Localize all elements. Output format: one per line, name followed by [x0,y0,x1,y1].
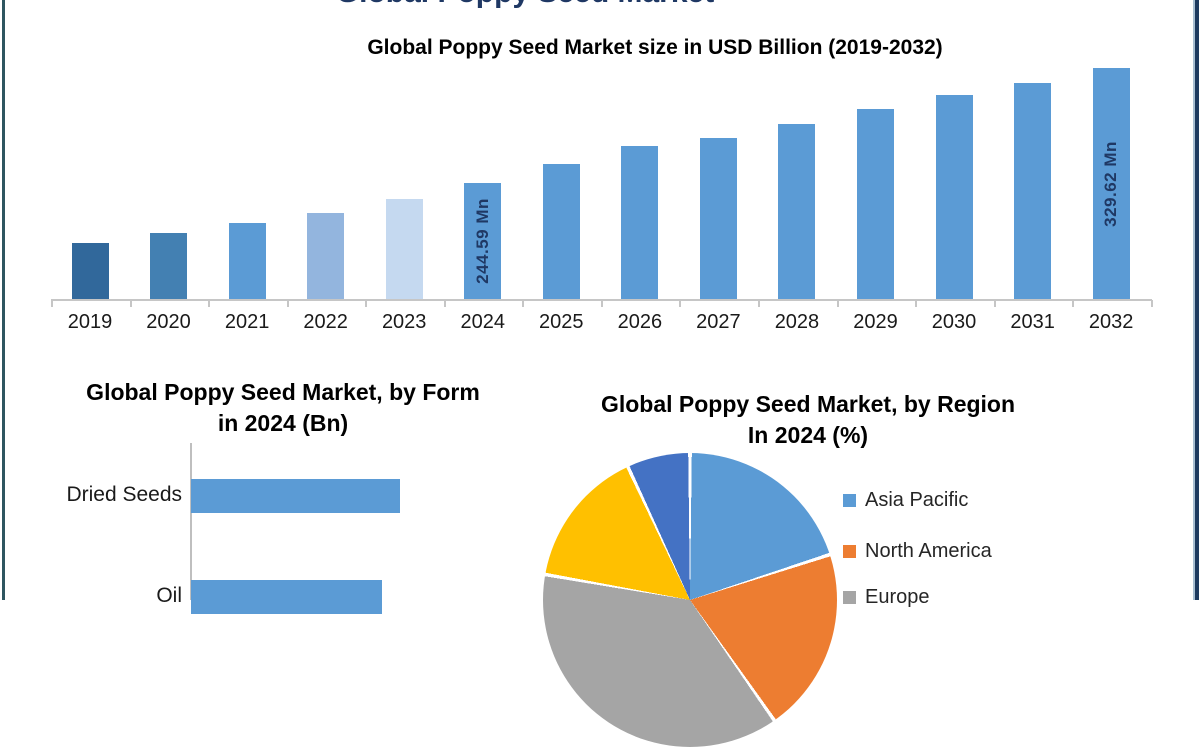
market-size-chart-title: Global Poppy Seed Market size in USD Bil… [367,36,943,59]
legend-swatch-icon [843,590,856,604]
legend-item-europe: Europe [843,586,930,608]
region-chart-title-line1: Global Poppy Seed Market, by Region [600,391,1016,417]
form-chart-title-line2: in 2024 (Bn) [217,410,349,436]
x-axis-tick [286,300,289,307]
x-axis-tick [443,300,446,307]
form-category-label: Dried Seeds [66,483,182,506]
form-bar-dried-seeds [191,479,400,513]
bar-2022 [307,213,345,299]
bar-2025 [542,164,580,299]
year-label-2030: 2030 [931,311,977,333]
right-border-inner-line [1193,0,1195,600]
year-label-2024: 2024 [460,311,506,333]
form-chart-title-line1: Global Poppy Seed Market, by Form [86,379,480,405]
bar-2029 [857,109,894,299]
left-border-line [2,0,5,600]
bar-2021 [228,223,266,299]
legend-item-north-america: North America [843,540,992,562]
year-label-2027: 2027 [696,311,741,333]
year-label-2022: 2022 [303,311,348,333]
x-axis-tick [1072,300,1075,307]
page-title: Global Poppy Seed Market [336,0,714,10]
x-axis-tick [679,300,682,307]
x-axis-tick [522,300,525,307]
form-bar-oil [191,580,382,614]
year-label-2029: 2029 [853,311,898,333]
x-axis-tick [129,300,132,307]
legend-item-asia-pacific: Asia Pacific [843,489,968,511]
year-label-2021: 2021 [224,311,270,333]
year-label-2023: 2023 [381,311,427,333]
region-pie [543,453,837,747]
year-label-2028: 2028 [774,311,820,333]
bar-2023 [385,199,423,299]
form-category-label: Oil [156,584,182,607]
region-legend: Asia Pacific North America Europe [843,0,1063,608]
legend-label: Europe [865,585,930,608]
year-label-2026: 2026 [617,311,663,333]
year-label-2019: 2019 [67,311,113,333]
x-axis-tick [757,300,760,307]
bar-2020 [150,233,188,299]
region-chart-title-line2: In 2024 (%) [747,422,869,448]
x-axis-tick [365,300,368,307]
x-axis-tick [836,300,839,307]
x-axis-tick [51,300,53,307]
bar-2024 [464,183,502,299]
legend-swatch-icon [843,544,856,558]
form-chart-plot-area: Dried Seeds Oil [0,0,560,614]
legend-label: North America [865,539,992,562]
x-axis-tick [208,300,211,307]
bar-2027 [699,138,737,299]
year-label-2025: 2025 [539,311,584,333]
market-size-plot-area: 2019 2020 2021 2022 2023 2024 2025 2026 2027 2028… [0,0,1200,360]
form-chart-axis-line [190,443,192,600]
x-axis-tick [915,300,918,307]
x-axis-tick [1150,300,1153,307]
bar-2028 [778,124,816,299]
legend-label: Asia Pacific [865,488,969,511]
year-label-2020: 2020 [146,311,191,333]
x-axis-tick [600,300,603,307]
bar-2031 [1014,83,1052,299]
legend-swatch-icon [843,493,856,507]
bar-2026 [621,146,659,299]
bar-value-label-2032: 329.62 Mn [1101,140,1121,227]
x-axis-tick [993,300,996,307]
bar-2019 [71,243,109,299]
bar-2030 [935,95,973,299]
bar-2032 [1092,68,1130,299]
right-border-line [1195,0,1199,600]
year-label-2032: 2032 [1088,311,1134,333]
year-label-2031: 2031 [1010,311,1055,333]
